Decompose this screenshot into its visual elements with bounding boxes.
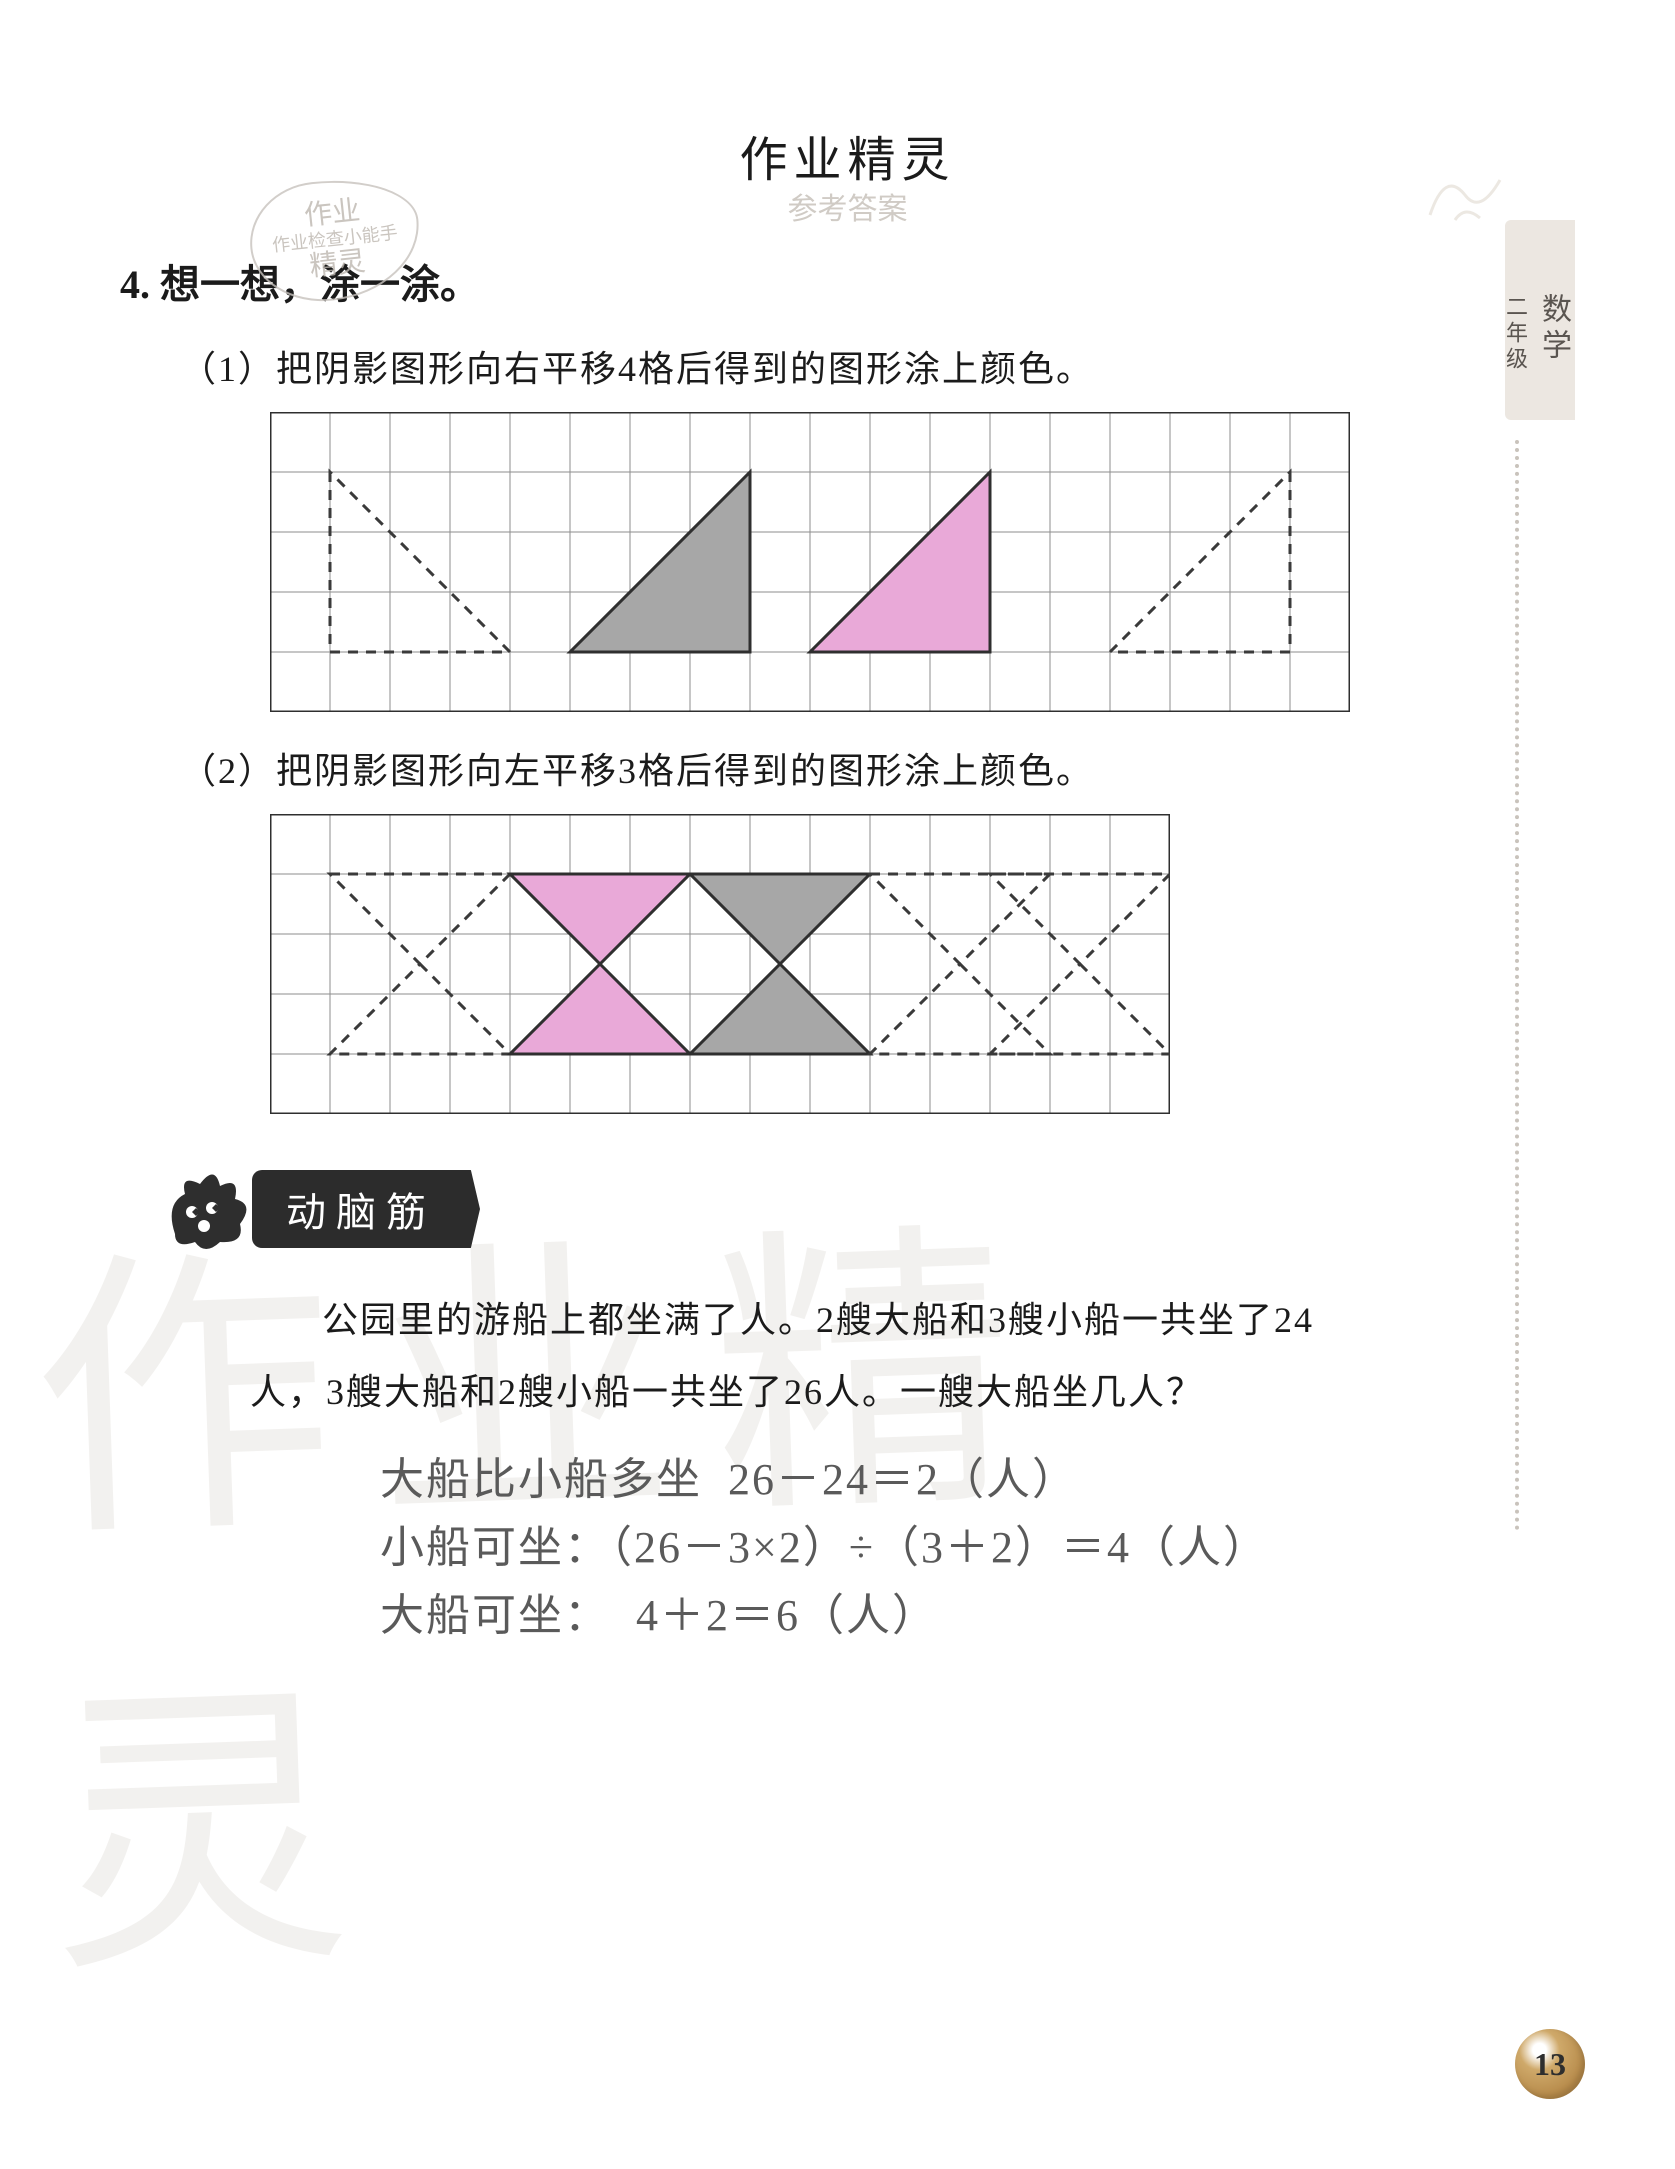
hw-line-2: 小船可坐：（26－3×2）÷（3＋2）＝4（人） <box>380 1514 1575 1582</box>
hw-line-1: 大船比小船多坐 26－24＝2（人） <box>380 1446 1575 1514</box>
side-tab-subject: 数学 <box>1531 293 1575 365</box>
side-tab: 数学 二年级 <box>1505 220 1575 420</box>
question-4-1: （1）把阴影图形向右平移4格后得到的图形涂上颜色。 <box>180 340 1575 392</box>
hw-line-3: 大船可坐： 4＋2＝6（人） <box>380 1582 1575 1650</box>
side-tab-grade: 二年级 <box>1499 295 1531 373</box>
word-problem-line1: 公园里的游船上都坐满了人。2艘大船和3艘小船一共坐了24 <box>250 1284 1515 1356</box>
question-number: 4. <box>120 262 150 307</box>
word-problem-line2: 人，3艘大船和2艘小船一共坐了26人。一艘大船坐几人？ <box>250 1356 1515 1428</box>
grid-1-svg <box>270 412 1350 712</box>
dotted-margin <box>1515 440 1519 1531</box>
word-problem: 公园里的游船上都坐满了人。2艘大船和3艘小船一共坐了24 人，3艘大船和2艘小船… <box>250 1284 1515 1428</box>
grid-2-svg <box>270 814 1170 1114</box>
brain-section-header: 动脑筋 <box>160 1164 1575 1254</box>
handwritten-solution: 大船比小船多坐 26－24＝2（人） 小船可坐：（26－3×2）÷（3＋2）＝4… <box>380 1446 1575 1651</box>
page-title: 作业精灵 <box>120 120 1575 190</box>
question-4-2: （2）把阴影图形向左平移3格后得到的图形涂上颜色。 <box>180 742 1575 794</box>
page-number: 13 <box>1515 2029 1585 2099</box>
grid-figure-2 <box>270 814 1575 1114</box>
grid-figure-1 <box>270 412 1575 712</box>
jester-icon <box>160 1164 260 1254</box>
brain-badge: 动脑筋 <box>252 1170 480 1248</box>
corner-decoration-icon <box>1425 160 1505 230</box>
stamp-line3: 精灵 <box>308 247 367 283</box>
